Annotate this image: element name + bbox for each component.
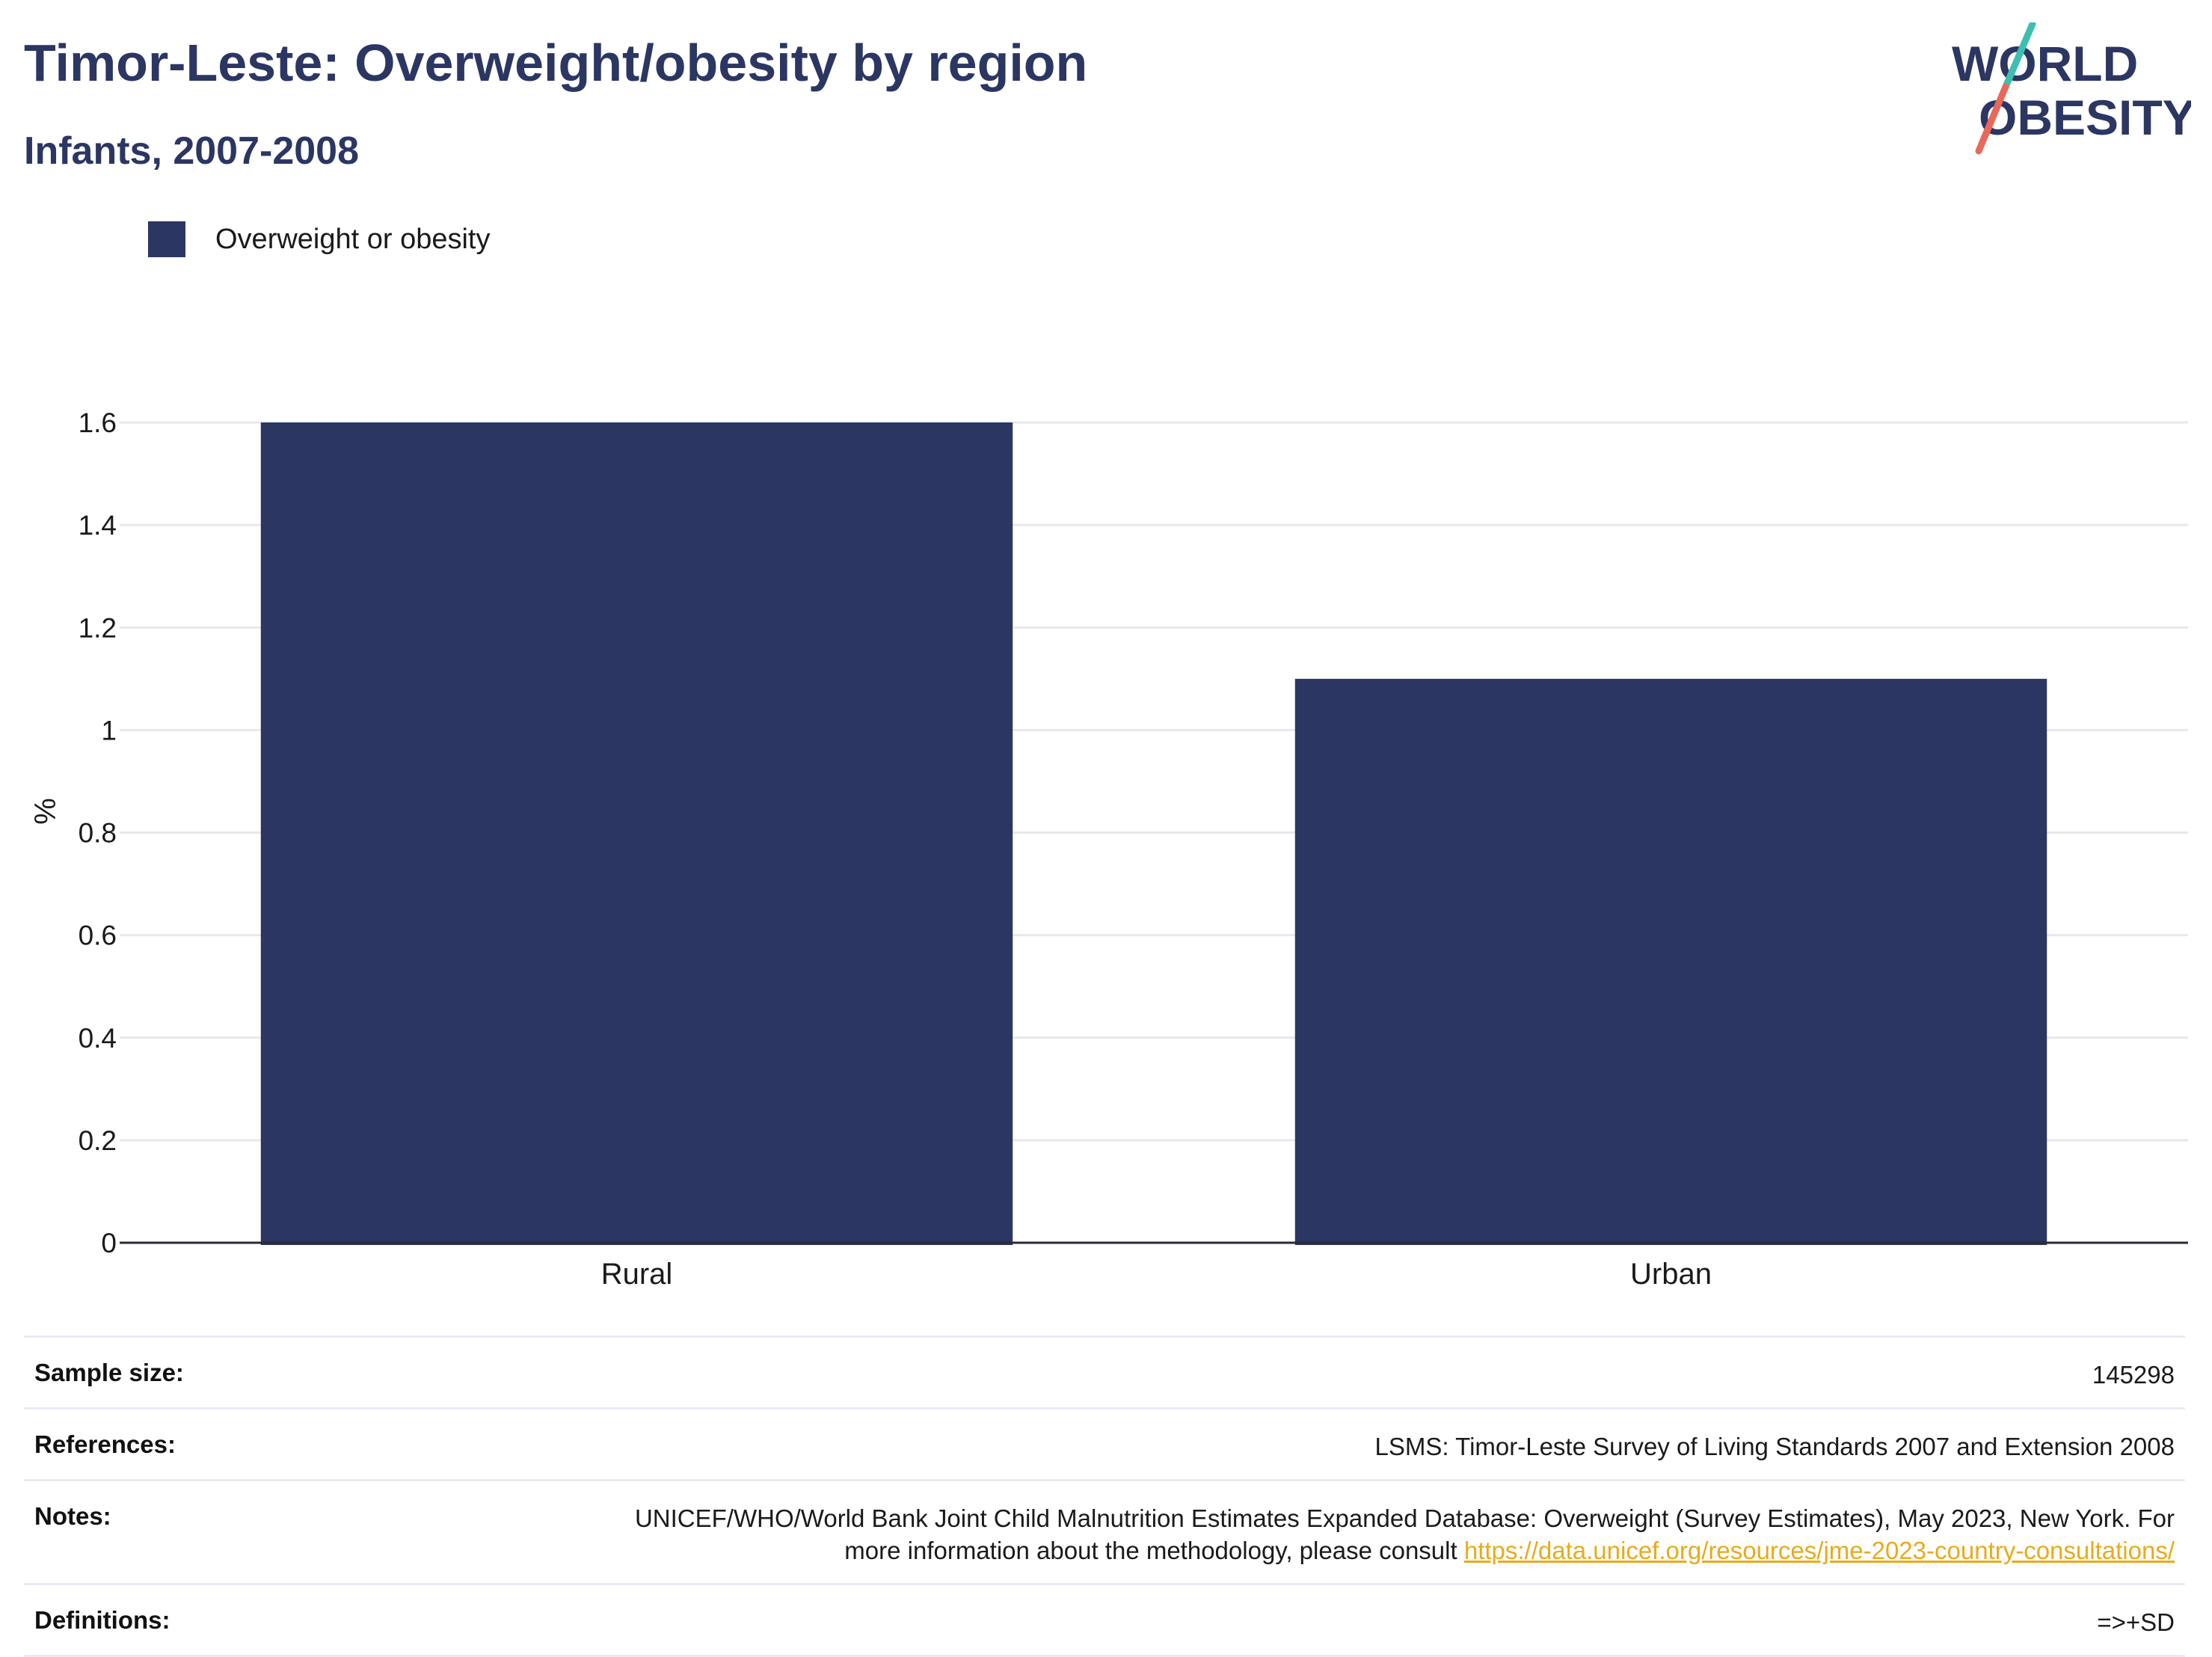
sample-size-label: Sample size: bbox=[34, 1359, 184, 1386]
x-category-label: Urban bbox=[1630, 1258, 1712, 1291]
references-label: References: bbox=[34, 1430, 176, 1458]
y-tick-label: 1 bbox=[101, 715, 117, 746]
logo-word-obesity: OBESITY bbox=[1979, 90, 2191, 145]
notes-row: Notes: UNICEF/WHO/World Bank Joint Child… bbox=[24, 1481, 2185, 1585]
y-tick-label: 1.2 bbox=[79, 612, 117, 643]
legend[interactable]: Overweight or obesity bbox=[148, 221, 491, 257]
y-tick-label: 0.6 bbox=[79, 920, 117, 951]
y-tick-label: 0.8 bbox=[79, 818, 117, 849]
methodology-link[interactable]: https://data.unicef.org/resources/jme-20… bbox=[1463, 1537, 2175, 1564]
world-obesity-logo[interactable]: WORLD OBESITY bbox=[1944, 22, 2191, 157]
sample-size-value: 145298 bbox=[2092, 1361, 2175, 1389]
bar bbox=[1294, 678, 2047, 1245]
references-row: References: LSMS: Timor-Leste Survey of … bbox=[24, 1409, 2185, 1481]
notes-text: UNICEF/WHO/World Bank Joint Child Malnut… bbox=[634, 1504, 2175, 1564]
info-table: Sample size: 145298 References: LSMS: Ti… bbox=[24, 1335, 2185, 1657]
logo-word-world: WORLD bbox=[1952, 36, 2138, 91]
y-tick-label: 0 bbox=[101, 1228, 117, 1258]
sample-size-row: Sample size: 145298 bbox=[24, 1338, 2185, 1409]
notes-value: UNICEF/WHO/World Bank Joint Child Malnut… bbox=[604, 1502, 2175, 1567]
definitions-value: =>+SD bbox=[2097, 1608, 2175, 1636]
chart-title: Timor-Leste: Overweight/obesity by regio… bbox=[24, 34, 1088, 92]
references-value: LSMS: Timor-Leste Survey of Living Stand… bbox=[1374, 1433, 2175, 1460]
y-tick-label: 1.4 bbox=[79, 510, 117, 541]
definitions-label: Definitions: bbox=[34, 1606, 170, 1634]
y-tick-label: 0.4 bbox=[79, 1023, 117, 1054]
notes-label: Notes: bbox=[34, 1502, 111, 1530]
logo-slash-bottom bbox=[1975, 83, 2009, 155]
bar-chart: 0 0.2 0.4 0.6 0.8 1 1.2 1.4 1.6 Rural Urban% bbox=[29, 408, 2188, 1291]
logo-slash-top bbox=[2002, 22, 2036, 90]
x-category-label: Rural bbox=[601, 1258, 673, 1291]
bar bbox=[260, 422, 1013, 1245]
definitions-row: Definitions: =>+SD bbox=[24, 1585, 2185, 1657]
chart-subtitle: Infants, 2007-2008 bbox=[24, 129, 360, 173]
legend-swatch bbox=[148, 221, 185, 257]
y-tick-label: 0.2 bbox=[79, 1125, 117, 1156]
y-tick-label: 1.6 bbox=[79, 408, 117, 438]
y-axis-title: % bbox=[29, 798, 62, 825]
legend-label: Overweight or obesity bbox=[215, 223, 491, 255]
